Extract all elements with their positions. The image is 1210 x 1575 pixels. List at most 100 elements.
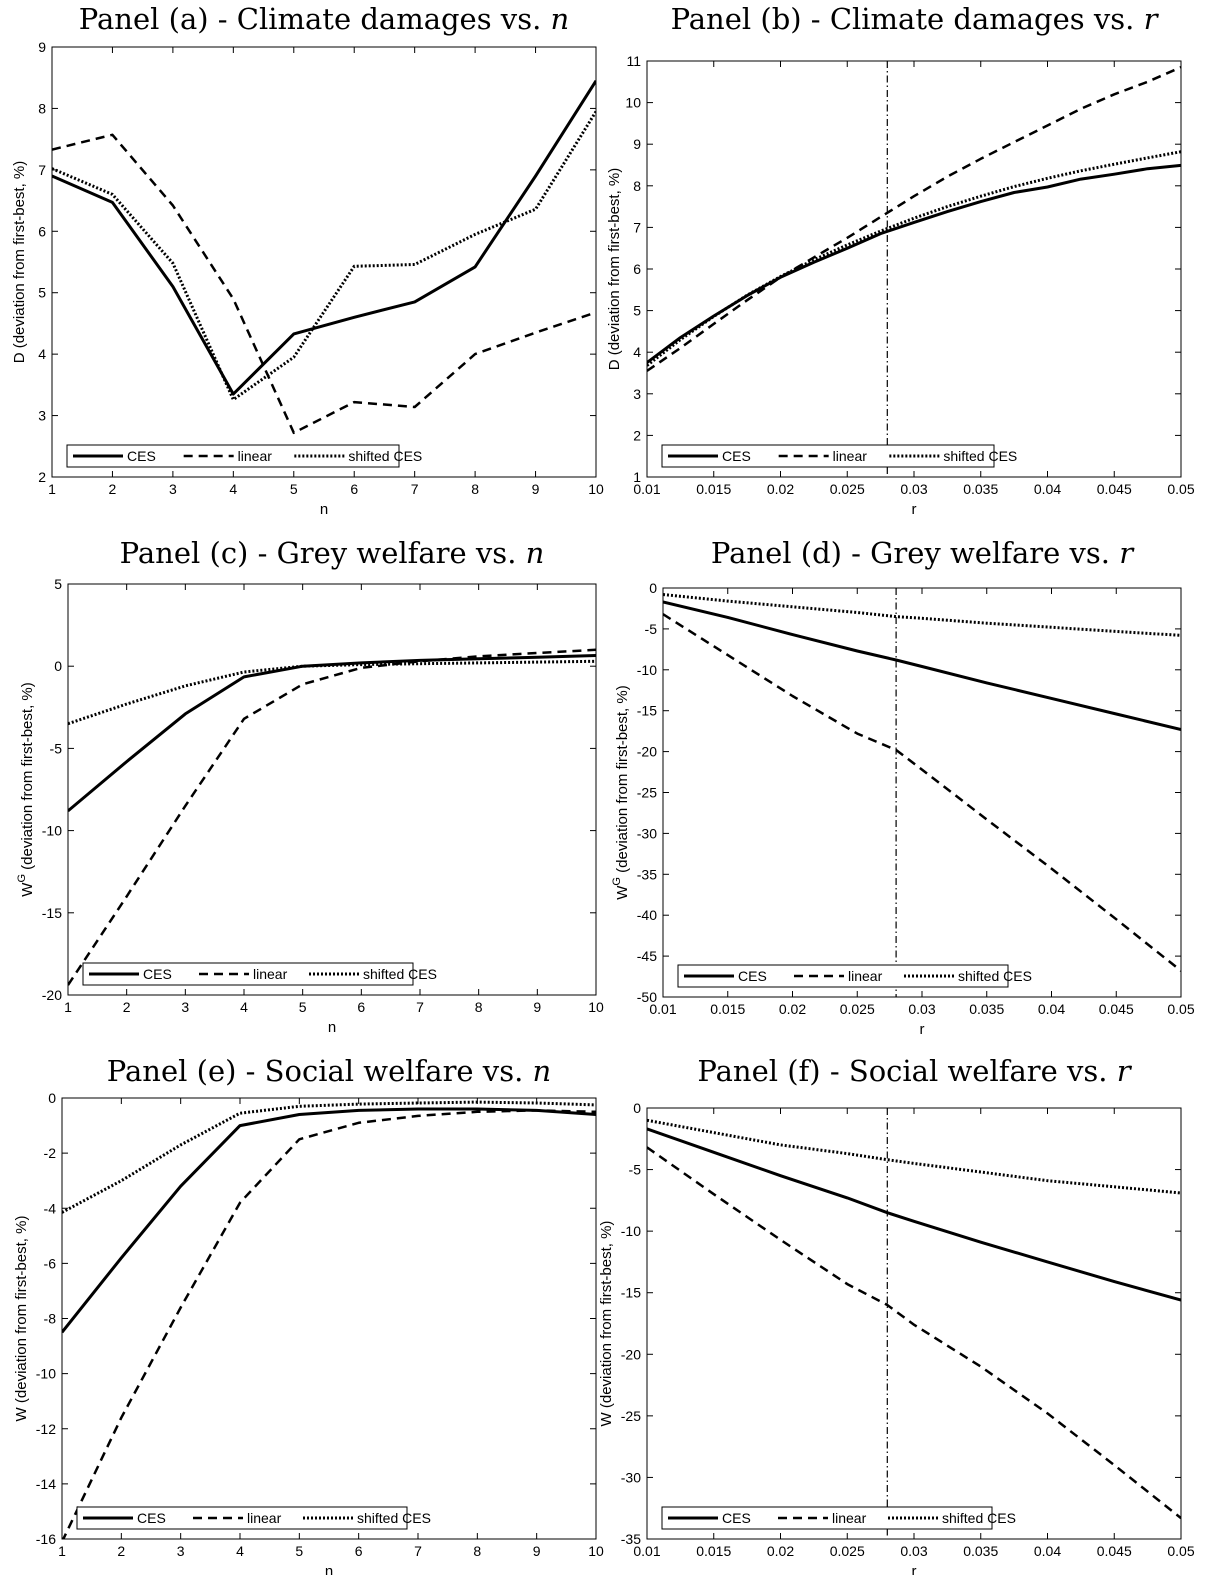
- x-tick-label: 0.035: [963, 481, 998, 497]
- x-tick-label: 8: [471, 481, 479, 497]
- y-tick-label: -15: [637, 703, 657, 719]
- y-tick-label: 6: [38, 223, 46, 239]
- legend-label: shifted CES: [357, 1510, 431, 1526]
- x-axis-label: n: [320, 501, 328, 518]
- legend-label: shifted CES: [958, 968, 1032, 984]
- y-tick-label: -10: [637, 662, 657, 678]
- y-tick-label: 0: [54, 658, 62, 674]
- x-tick-label: 7: [414, 1543, 422, 1559]
- series-line-linear: [663, 613, 1181, 972]
- chart-title: Panel (c) - Grey welfare vs. n: [120, 536, 545, 570]
- x-tick-label: 0.025: [830, 1543, 865, 1559]
- x-tick-label: 3: [169, 481, 177, 497]
- y-tick-label: -15: [42, 905, 62, 921]
- y-tick-label: 4: [38, 346, 46, 362]
- y-tick-label: -15: [621, 1285, 641, 1301]
- chart-title-variable: r: [1117, 1054, 1133, 1088]
- y-axis-label-superscript: G: [611, 877, 623, 886]
- x-tick-label: 9: [532, 481, 540, 497]
- legend-label: CES: [738, 968, 767, 984]
- y-axis-label-symbol: W: [19, 882, 36, 897]
- chart-title-text: Panel (d) - Grey welfare vs.: [711, 536, 1119, 570]
- chart-panel-f: Panel (f) - Social welfare vs. r 0.01 0.01…: [598, 1054, 1195, 1575]
- y-tick-label: -10: [36, 1366, 56, 1382]
- y-tick-label: 5: [54, 576, 62, 592]
- chart-title: Panel (f) - Social welfare vs. r: [697, 1054, 1132, 1088]
- y-tick-label: 10: [625, 95, 641, 111]
- y-tick-label: 0: [48, 1090, 56, 1106]
- chart-title: Panel (d) - Grey welfare vs. r: [711, 536, 1135, 570]
- x-tick-label: 3: [181, 999, 189, 1015]
- x-tick-label: 0.035: [963, 1543, 998, 1559]
- series-line-ces: [647, 1127, 1181, 1302]
- y-axis-label: WG (deviation from first-best, %): [16, 682, 36, 896]
- series-line-shifted-ces: [68, 659, 596, 726]
- x-tick-label: 6: [355, 1543, 363, 1559]
- x-tick-label: 3: [177, 1543, 185, 1559]
- legend-label: CES: [137, 1510, 166, 1526]
- x-tick-label: 0.045: [1099, 1001, 1134, 1017]
- x-tick-label: 0.02: [767, 1543, 794, 1559]
- y-axis-label-text: (deviation from first-best, %): [614, 685, 631, 877]
- y-tick-label: 7: [38, 162, 46, 178]
- x-tick-label: 10: [588, 1543, 604, 1559]
- y-tick-label: -45: [637, 948, 657, 964]
- legend-label: CES: [722, 1510, 751, 1526]
- plot-area-frame: [51, 46, 597, 478]
- plot-area-frame: [662, 587, 1182, 998]
- y-tick-label: -20: [621, 1346, 641, 1362]
- y-tick-label: -30: [621, 1469, 641, 1485]
- y-tick-label: -10: [621, 1223, 641, 1239]
- series-line-shifted-ces: [62, 1100, 596, 1214]
- x-tick-label: 6: [350, 481, 358, 497]
- y-tick-label: -8: [44, 1311, 57, 1327]
- y-tick-label: -4: [44, 1200, 57, 1216]
- y-tick-label: -6: [44, 1255, 57, 1271]
- series-line-linear: [62, 1109, 596, 1539]
- y-tick-label: -14: [36, 1476, 56, 1492]
- x-tick-label: 1: [64, 999, 72, 1015]
- y-tick-label: 2: [38, 469, 46, 485]
- x-tick-label: 0.04: [1034, 1543, 1061, 1559]
- legend-label: linear: [253, 966, 288, 982]
- legend-label: linear: [247, 1510, 282, 1526]
- x-axis-label: r: [912, 1563, 917, 1575]
- y-axis-label: D (deviation from first-best, %): [606, 168, 623, 371]
- x-tick-label: 0.035: [969, 1001, 1004, 1017]
- chart-title: Panel (a) - Climate damages vs. n: [79, 2, 569, 36]
- x-axis-label: r: [912, 501, 917, 518]
- x-tick-label: 0.045: [1097, 481, 1132, 497]
- y-tick-label: -20: [42, 987, 62, 1003]
- series-line-linear: [647, 66, 1181, 372]
- series-line-linear: [52, 133, 596, 435]
- chart-title-text: Panel (b) - Climate damages vs.: [671, 2, 1144, 36]
- y-tick-label: 5: [633, 303, 641, 319]
- y-tick-label: 8: [38, 100, 46, 116]
- series-line-linear: [647, 1146, 1181, 1520]
- x-tick-label: 4: [240, 999, 248, 1015]
- y-tick-label: -12: [36, 1421, 56, 1437]
- x-tick-label: 0.01: [633, 481, 660, 497]
- x-tick-label: 1: [58, 1543, 66, 1559]
- x-tick-label: 5: [299, 999, 307, 1015]
- x-tick-label: 0.04: [1038, 1001, 1065, 1017]
- series-line-shifted-ces: [663, 593, 1181, 637]
- x-tick-label: 8: [475, 999, 483, 1015]
- chart-title-variable: r: [1144, 2, 1160, 36]
- legend-label: linear: [833, 448, 868, 464]
- x-tick-label: 2: [109, 481, 117, 497]
- x-tick-label: 9: [533, 999, 541, 1015]
- series-line-linear: [68, 648, 596, 986]
- chart-title-text: Panel (c) - Grey welfare vs.: [120, 536, 526, 570]
- x-tick-label: 0.015: [696, 1543, 731, 1559]
- y-tick-label: 3: [633, 386, 641, 402]
- plot-area-frame: [646, 60, 1182, 478]
- y-tick-label: 3: [38, 408, 46, 424]
- x-tick-label: 0.01: [633, 1543, 660, 1559]
- x-axis-label: n: [328, 1019, 336, 1036]
- x-tick-label: 0.05: [1167, 1001, 1194, 1017]
- x-tick-label: 0.02: [767, 481, 794, 497]
- legend-label: CES: [722, 448, 751, 464]
- chart-panel-a: Panel (a) - Climate damages vs. n1 2 3 4 5 6 7…: [11, 2, 604, 518]
- y-tick-label: -10: [42, 823, 62, 839]
